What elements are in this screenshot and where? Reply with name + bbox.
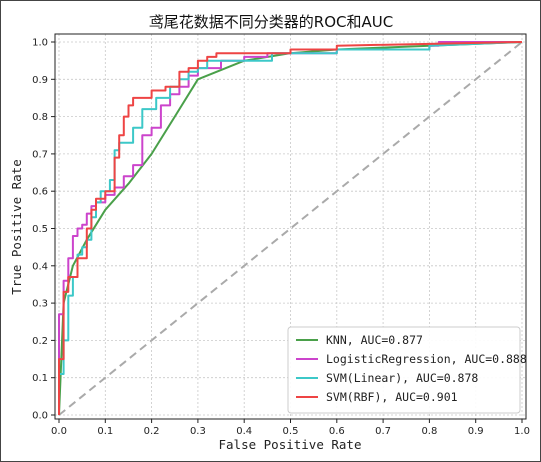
y-tick-label: 0.0: [32, 411, 48, 422]
chart-title: 鸢尾花数据不同分类器的ROC和AUC: [149, 13, 393, 31]
x-tick-label: 0.6: [329, 426, 345, 437]
x-tick-label: 0.0: [51, 426, 67, 437]
x-tick-label: 0.8: [421, 426, 437, 437]
y-tick-label: 0.4: [32, 261, 48, 272]
series-lines: [58, 41, 523, 416]
legend: KNN, AUC=0.877 LogisticRegression, AUC=0.…: [287, 326, 527, 414]
x-tick-label: 0.4: [236, 426, 252, 437]
y-tick-label: 0.7: [32, 149, 48, 160]
x-tick-label: 0.7: [375, 426, 391, 437]
y-tick-label: 0.6: [32, 187, 48, 198]
x-tick-label: 1.0: [514, 426, 530, 437]
x-tick-label: 0.9: [468, 426, 484, 437]
series-line-3: [58, 41, 523, 415]
y-tick-label: 0.5: [32, 224, 48, 235]
x-tick-label: 0.3: [190, 426, 206, 437]
y-tick-label: 1.0: [32, 38, 48, 49]
y-tick-label: 0.2: [32, 336, 48, 347]
diagonal-reference-line: [58, 41, 523, 416]
legend-box: [287, 326, 521, 414]
x-axis-label: False Positive Rate: [219, 437, 362, 452]
y-axis-label: True Positive Rate: [9, 159, 24, 294]
y-tick-label: 0.9: [32, 75, 48, 86]
y-tick-label: 0.8: [32, 112, 48, 123]
series-line-1: [58, 41, 522, 415]
y-axis-ticks: 0.0 0.1 0.2 0.3 0.4 0.5 0.6 0.7 0.8 0.9 1.0: [32, 38, 55, 422]
y-tick-label: 0.1: [32, 373, 48, 384]
x-tick-label: 0.1: [97, 426, 113, 437]
y-tick-label: 0.3: [32, 299, 48, 310]
x-tick-label: 0.2: [144, 426, 160, 437]
legend-entry-label: SVM(Linear), AUC=0.878: [326, 371, 478, 385]
legend-entry-label: KNN, AUC=0.877: [326, 333, 423, 347]
legend-entry-label: SVM(RBF), AUC=0.901: [326, 390, 458, 404]
series-line-0: [58, 41, 523, 416]
legend-entry-label: LogisticRegression, AUC=0.888: [326, 352, 527, 366]
x-tick-label: 0.5: [283, 426, 299, 437]
x-axis-ticks: 0.0 0.1 0.2 0.3 0.4 0.5 0.6 0.7 0.8 0.9 1.0: [51, 419, 530, 437]
